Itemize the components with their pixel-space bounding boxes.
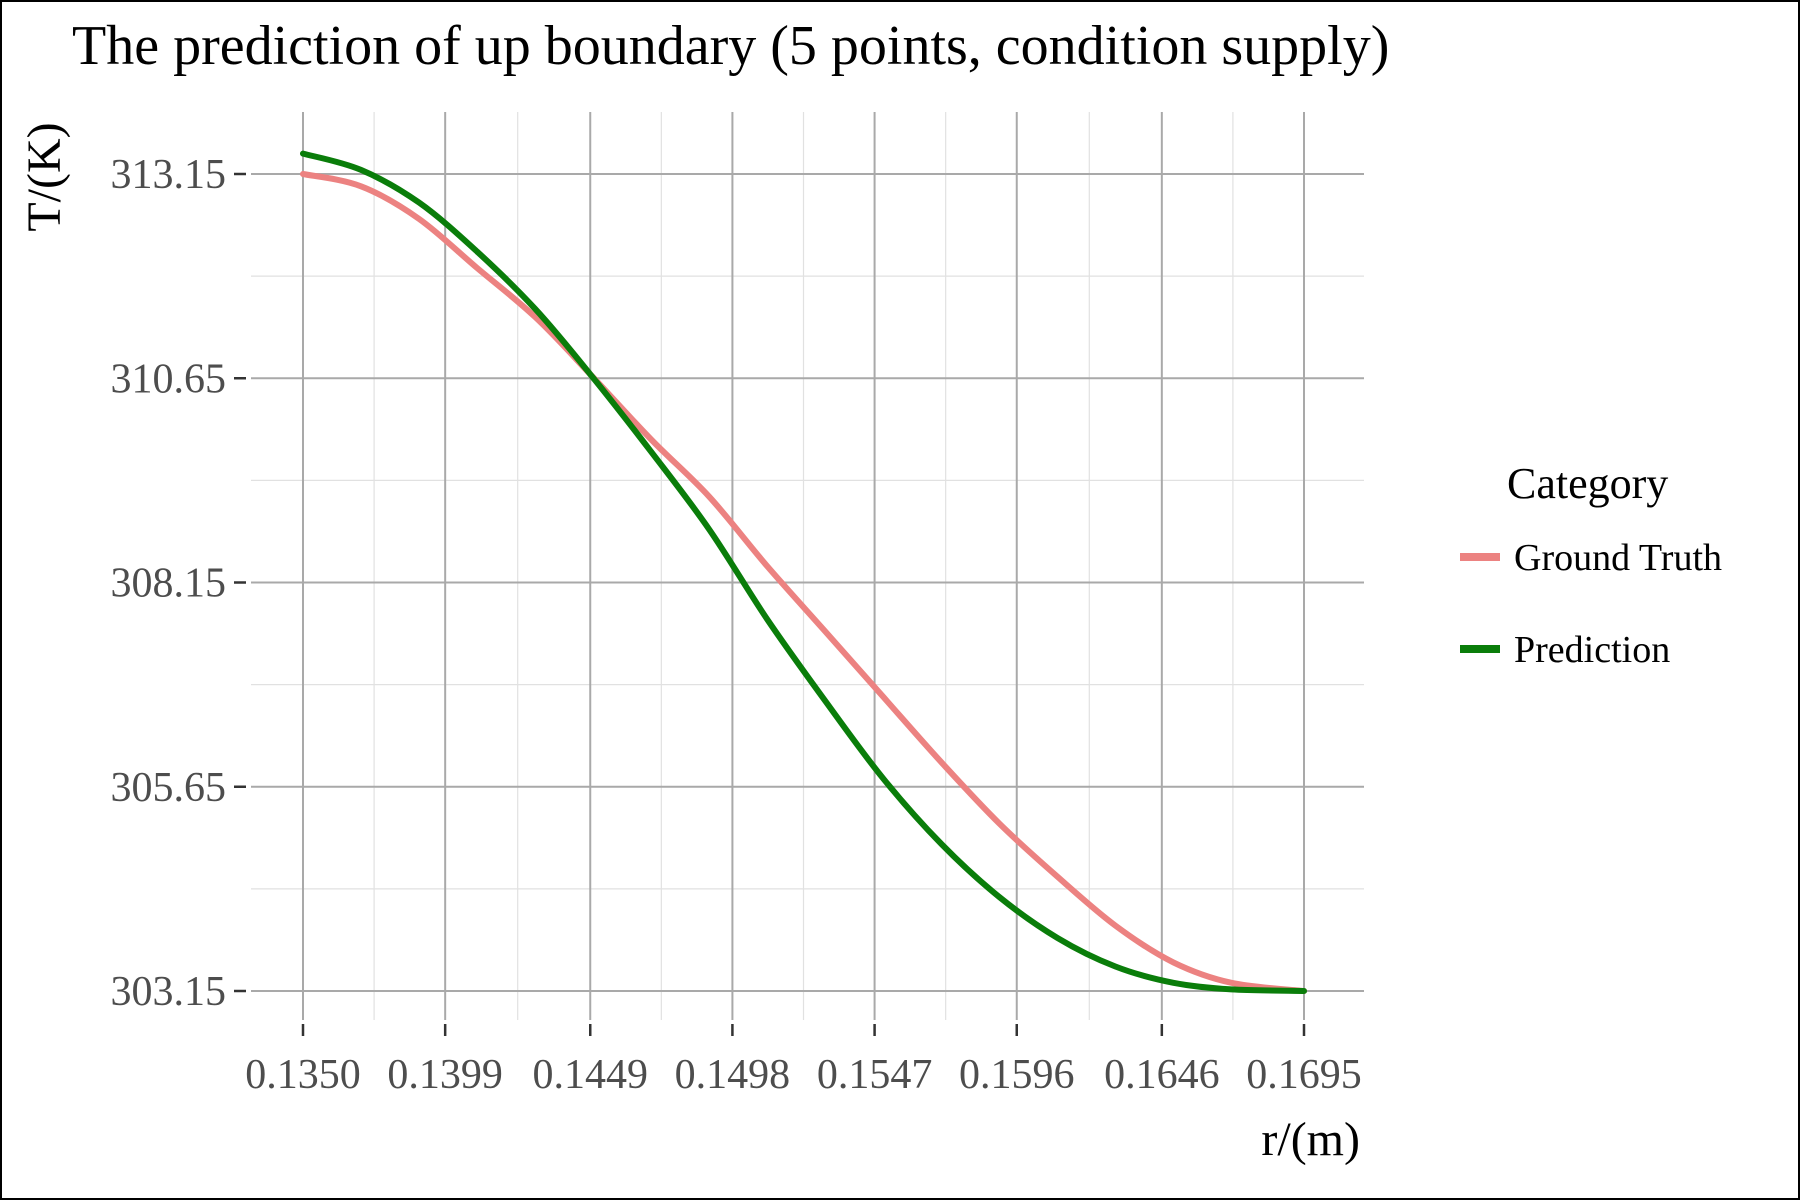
x-tick-label: 0.1695 <box>1246 1052 1362 1098</box>
x-tick-label: 0.1596 <box>959 1052 1075 1098</box>
x-tick-label: 0.1350 <box>245 1052 361 1098</box>
legend-title: Category <box>1507 459 1668 508</box>
y-tick-label: 310.65 <box>111 356 227 402</box>
x-axis-title: r/(m) <box>1261 1113 1360 1166</box>
y-axis: 303.15 305.65 308.15 310.65 313.15 <box>111 152 246 1015</box>
chart-title: The prediction of up boundary (5 points,… <box>72 15 1389 77</box>
y-tick-label: 313.15 <box>111 152 227 198</box>
x-tick-label: 0.1498 <box>675 1052 791 1098</box>
grid-minor <box>251 112 1364 1020</box>
legend-label-prediction: Prediction <box>1514 629 1670 671</box>
x-axis: 0.1350 0.1399 0.1449 0.1498 0.1547 0.1596 0.16… <box>245 1024 1362 1098</box>
series-lines <box>300 150 1307 994</box>
y-tick-label: 303.15 <box>111 969 227 1015</box>
series-line-prediction <box>300 150 1307 994</box>
x-tick-label: 0.1449 <box>532 1052 648 1098</box>
x-tick-label: 0.1399 <box>387 1052 503 1098</box>
x-tick-label: 0.1646 <box>1104 1052 1220 1098</box>
grid-major <box>251 112 1364 1020</box>
legend-label-ground-truth: Ground Truth <box>1514 537 1722 579</box>
x-tick-label: 0.1547 <box>817 1052 933 1098</box>
y-tick-label: 308.15 <box>111 561 227 607</box>
y-axis-title: T/(K) <box>18 122 71 231</box>
legend: Category Ground Truth Prediction <box>1460 459 1722 671</box>
series-line-ground-truth <box>300 171 1307 994</box>
legend-items: Ground Truth Prediction <box>1460 537 1722 671</box>
y-tick-label: 305.65 <box>111 765 227 811</box>
